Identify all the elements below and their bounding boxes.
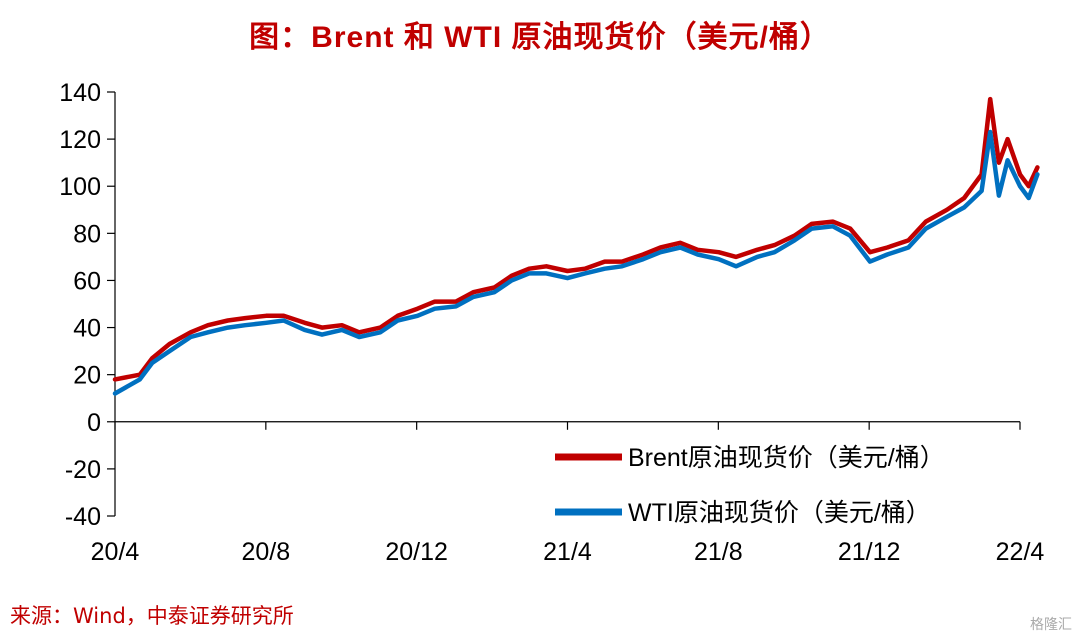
x-axis: 20/4 20/8 20/12 21/4 21/8 21/12 22/4 [91, 421, 1045, 566]
y-tick-label: -20 [65, 456, 101, 484]
legend: Brent原油现货价（美元/桶） WTI原油现货价（美元/桶） [555, 444, 945, 527]
x-tick-label: 20/4 [91, 538, 140, 566]
y-tick-label: 80 [73, 220, 101, 248]
x-tick-label: 20/8 [241, 538, 290, 566]
y-tick-label: 120 [59, 126, 101, 154]
y-tick-label: 140 [59, 79, 101, 107]
y-tick-label: 20 [73, 362, 101, 390]
y-tick-label: 60 [73, 267, 101, 295]
x-tick-label: 21/4 [543, 538, 592, 566]
y-tick-label: 0 [87, 409, 101, 437]
x-tick-label: 20/12 [385, 538, 448, 566]
y-tick-label: -40 [65, 503, 101, 531]
x-tick-label: 21/12 [838, 538, 901, 566]
y-tick-label: 40 [73, 315, 101, 343]
line-chart: 140 120 100 80 60 40 20 0 -20 -40 20/4 20/8 20/12 21… [59, 79, 1045, 566]
y-tick-label: 100 [59, 173, 101, 201]
chart-title: 图：Brent 和 WTI 原油现货价（美元/桶） [249, 21, 831, 54]
series-line-brent [112, 96, 1040, 382]
x-tick-label: 21/8 [694, 538, 743, 566]
x-tick-label: 22/4 [996, 538, 1045, 566]
watermark: 格隆汇 [1030, 616, 1072, 632]
legend-label: WTI原油现货价（美元/桶） [628, 499, 931, 527]
y-axis: 140 120 100 80 60 40 20 0 -20 -40 [59, 79, 116, 531]
series-line-wti [112, 129, 1040, 396]
legend-label: Brent原油现货价（美元/桶） [628, 444, 945, 472]
series-layer [112, 96, 1040, 396]
source-note: 来源：Wind，中泰证券研究所 [10, 604, 294, 628]
